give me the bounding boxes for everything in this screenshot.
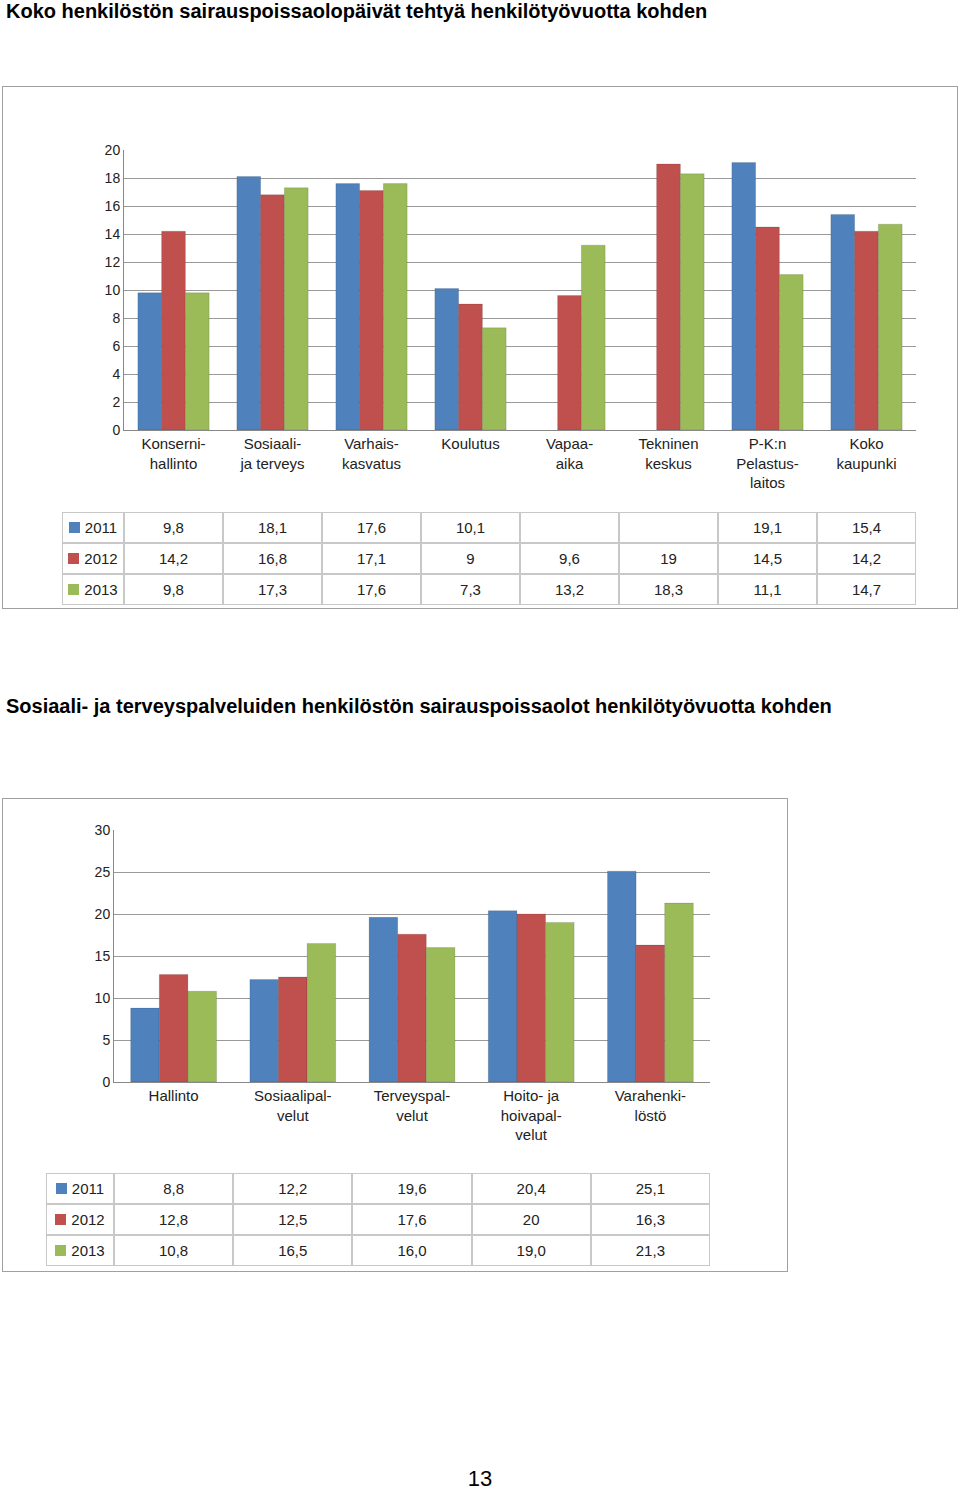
svg-text:20: 20 xyxy=(95,906,111,922)
html-text:2012: 2012 xyxy=(84,550,118,567)
html-text:9: 9 xyxy=(466,550,475,567)
html-text:17,1: 17,1 xyxy=(356,550,387,567)
svg-text:25: 25 xyxy=(95,864,111,880)
html-text:9,8: 9,8 xyxy=(163,581,184,598)
svg-text:10: 10 xyxy=(95,990,111,1006)
html-text:Koko henkilöstön sairauspoissa: Koko henkilöstön sairauspoissaolopäivät … xyxy=(6,0,708,22)
html-text:16,8: 16,8 xyxy=(257,550,288,567)
svg-text:Hallinto: Hallinto xyxy=(149,1087,199,1104)
html-text:12,2: 12,2 xyxy=(278,1180,308,1197)
html-text:9,6: 9,6 xyxy=(559,550,580,567)
svg-text:Kokokaupunki: Kokokaupunki xyxy=(836,435,896,472)
html-text:20,4: 20,4 xyxy=(516,1180,546,1197)
html-text:25,1: 25,1 xyxy=(635,1180,665,1197)
svg-text:10: 10 xyxy=(105,282,121,298)
html-text:19,1: 19,1 xyxy=(752,519,783,536)
svg-text:Hoito- jahoivapal-velut: Hoito- jahoivapal-velut xyxy=(501,1087,562,1143)
svg-text:Varahenki-löstö: Varahenki-löstö xyxy=(615,1087,686,1124)
svg-text:P-K:nPelastus-laitos: P-K:nPelastus-laitos xyxy=(736,435,799,491)
svg-text:Vapaa-aika: Vapaa-aika xyxy=(546,435,593,472)
html-text:13,2: 13,2 xyxy=(554,581,585,598)
html-text:9,8: 9,8 xyxy=(163,519,184,536)
html-text:17,3: 17,3 xyxy=(257,581,288,598)
svg-text:Varhais-kasvatus: Varhais-kasvatus xyxy=(342,435,401,472)
svg-text:Terveyspal-velut: Terveyspal-velut xyxy=(374,1087,451,1124)
html-text:14,2: 14,2 xyxy=(851,550,882,567)
html-text:10,8: 10,8 xyxy=(159,1242,189,1259)
svg-text:0: 0 xyxy=(112,422,120,438)
html-text:20: 20 xyxy=(522,1211,540,1228)
svg-text:0: 0 xyxy=(102,1074,110,1090)
html-text:16,3: 16,3 xyxy=(635,1211,665,1228)
svg-text:Konserni-hallinto: Konserni-hallinto xyxy=(141,435,205,472)
svg-text:Sosiaali-ja terveys: Sosiaali-ja terveys xyxy=(239,435,304,472)
html-text:2013: 2013 xyxy=(71,1242,105,1259)
svg-text:5: 5 xyxy=(102,1032,110,1048)
html-text:2013: 2013 xyxy=(84,581,118,598)
html-text:8,8: 8,8 xyxy=(163,1180,184,1197)
svg-text:20: 20 xyxy=(105,142,121,158)
svg-text:Sosiaalipal-velut: Sosiaalipal-velut xyxy=(254,1087,332,1124)
html-text:16,0: 16,0 xyxy=(397,1242,427,1259)
html-text:Sosiaali- ja terveyspalveluide: Sosiaali- ja terveyspalveluiden henkilös… xyxy=(6,695,832,717)
html-text:19,0: 19,0 xyxy=(516,1242,546,1259)
svg-text:Koulutus: Koulutus xyxy=(441,435,499,452)
html-text:17,6: 17,6 xyxy=(397,1211,427,1228)
html-text:2012: 2012 xyxy=(71,1211,105,1228)
svg-text:4: 4 xyxy=(112,366,120,382)
html-text:12,5: 12,5 xyxy=(278,1211,308,1228)
html-text:15,4: 15,4 xyxy=(851,519,882,536)
svg-text:30: 30 xyxy=(95,822,111,838)
svg-text:15: 15 xyxy=(95,948,111,964)
html-text:10,1: 10,1 xyxy=(455,519,486,536)
svg-text:16: 16 xyxy=(105,198,121,214)
html-text:2011: 2011 xyxy=(84,519,118,536)
svg-text:12: 12 xyxy=(105,254,121,270)
html-text:13: 13 xyxy=(467,1466,493,1490)
svg-text:18: 18 xyxy=(105,170,121,186)
svg-text:Tekninenkeskus: Tekninenkeskus xyxy=(638,435,698,472)
html-text:2011: 2011 xyxy=(71,1180,105,1197)
svg-text:2: 2 xyxy=(112,394,120,410)
html-text:18,3: 18,3 xyxy=(653,581,684,598)
html-text:17,6: 17,6 xyxy=(356,519,387,536)
html-text:16,5: 16,5 xyxy=(278,1242,308,1259)
svg-text:8: 8 xyxy=(112,310,120,326)
html-text:21,3: 21,3 xyxy=(635,1242,665,1259)
html-text:19,6: 19,6 xyxy=(397,1180,427,1197)
html-text:11,1: 11,1 xyxy=(753,581,782,598)
html-text:17,6: 17,6 xyxy=(356,581,387,598)
html-text:7,3: 7,3 xyxy=(460,581,481,598)
html-text:14,7: 14,7 xyxy=(851,581,882,598)
html-text:12,8: 12,8 xyxy=(159,1211,189,1228)
html-text:14,5: 14,5 xyxy=(752,550,783,567)
svg-text:14: 14 xyxy=(105,226,121,242)
html-text:14,2: 14,2 xyxy=(158,550,189,567)
html-text:18,1: 18,1 xyxy=(257,519,288,536)
svg-text:6: 6 xyxy=(112,338,120,354)
html-text:19: 19 xyxy=(660,550,677,567)
